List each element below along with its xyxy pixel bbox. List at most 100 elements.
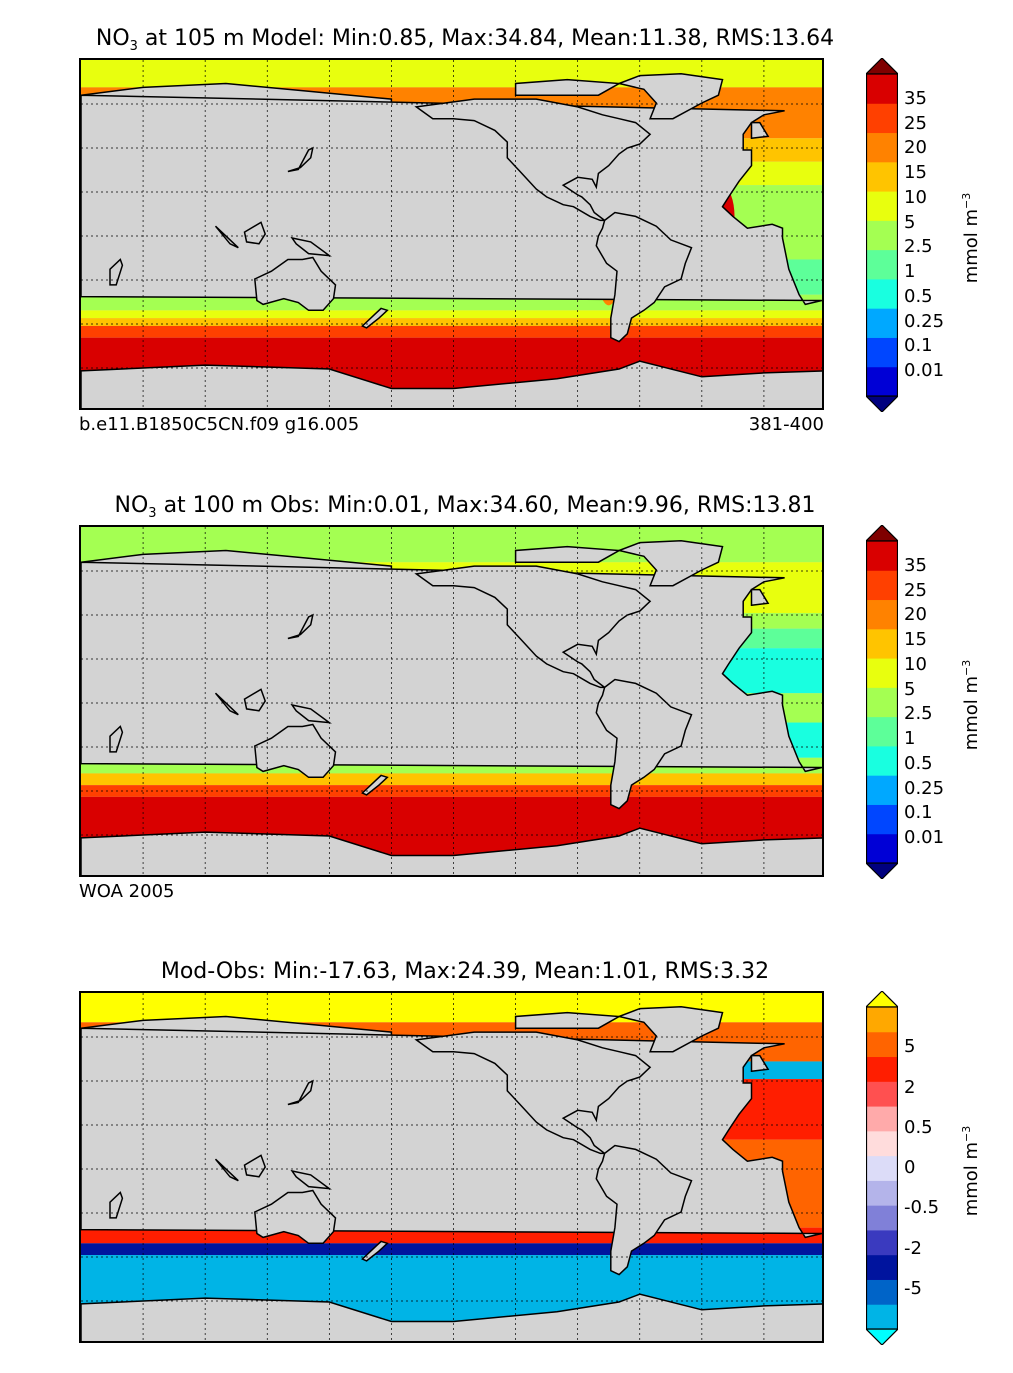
colorbar-tick-label: 35 bbox=[904, 87, 927, 109]
land-mass bbox=[361, 1240, 389, 1262]
land-mass bbox=[290, 236, 332, 257]
land-mass bbox=[361, 774, 389, 796]
land-mass bbox=[81, 360, 822, 408]
colorbar-swatch bbox=[866, 1254, 898, 1280]
colorbar-swatch bbox=[866, 658, 898, 688]
colorbar-swatch bbox=[866, 833, 898, 864]
colorbar-tick-label: 10 bbox=[904, 653, 927, 675]
land-mass bbox=[414, 1031, 652, 1155]
run-label: b.e11.B1850C5CN.f09 g16.005 bbox=[79, 414, 360, 435]
land-mass bbox=[616, 1005, 724, 1053]
land-mass bbox=[81, 94, 822, 306]
land-mass bbox=[514, 78, 622, 96]
colorbar-swatch bbox=[866, 132, 898, 163]
land-mass bbox=[414, 565, 652, 689]
colorbar-tick-label: 25 bbox=[904, 112, 927, 134]
panel-title: NO3 at 105 m Model: Min:0.85, Max:34.84,… bbox=[95, 26, 835, 54]
colorbar-tick-label: 0.01 bbox=[904, 827, 945, 849]
years-label: 381-400 bbox=[748, 414, 824, 435]
land-mass bbox=[361, 307, 389, 329]
colorbar-tick-label: -2 bbox=[904, 1237, 922, 1259]
colorbar-swatch bbox=[866, 1130, 898, 1157]
colorbar-tick-label: 20 bbox=[904, 137, 927, 159]
obs-map bbox=[79, 525, 824, 877]
colorbar-unit-label: mmol m−3 bbox=[960, 659, 982, 751]
colorbar-tick-label: 2.5 bbox=[904, 703, 933, 725]
field-band bbox=[81, 310, 822, 319]
land-mass bbox=[414, 98, 652, 222]
colorbar-tick-label: 2.5 bbox=[904, 236, 933, 258]
colorbar-tick-label: 35 bbox=[904, 554, 927, 576]
colorbar-swatch bbox=[866, 1155, 898, 1181]
land-mass bbox=[595, 678, 693, 810]
colorbar-swatch bbox=[866, 103, 898, 134]
colorbar-swatch bbox=[866, 1304, 898, 1330]
colorbar-swatch bbox=[866, 570, 898, 601]
land-mass bbox=[750, 1054, 770, 1073]
land-mass bbox=[750, 588, 770, 607]
colorbar-swatch bbox=[866, 1229, 898, 1256]
land-mass bbox=[243, 221, 267, 245]
source-label: WOA 2005 bbox=[79, 881, 175, 902]
colorbar-frame bbox=[866, 540, 898, 864]
colorbar-tick-label: 5 bbox=[904, 1036, 916, 1058]
model-map bbox=[79, 58, 824, 410]
land-mass bbox=[290, 703, 332, 724]
field-band bbox=[81, 773, 822, 786]
land-mass bbox=[254, 1189, 337, 1245]
colorbar-swatch bbox=[866, 366, 898, 397]
colorbar-swatch bbox=[866, 716, 898, 747]
colorbar-swatch bbox=[866, 1180, 898, 1206]
land-mass bbox=[81, 1293, 822, 1341]
land-mass bbox=[595, 211, 693, 343]
land-mass bbox=[109, 258, 124, 286]
colorbar-extend-max bbox=[866, 58, 898, 75]
colorbar-tick-label: 10 bbox=[904, 186, 927, 208]
colorbar-swatch bbox=[866, 220, 898, 251]
colorbar-swatch bbox=[866, 745, 898, 776]
colorbar-tick-label: 0.1 bbox=[904, 802, 933, 824]
colorbar-extend-max bbox=[866, 525, 898, 542]
land-mass bbox=[243, 1154, 267, 1178]
colorbar-swatch bbox=[866, 337, 898, 368]
land-mass bbox=[514, 1011, 622, 1029]
colorbar-swatch bbox=[866, 1279, 898, 1305]
colorbar-frame bbox=[866, 1006, 898, 1330]
field-band bbox=[81, 325, 822, 338]
land-mass bbox=[254, 256, 337, 312]
colorbar-tick-label: 0.5 bbox=[904, 1116, 933, 1138]
colorbar-swatch bbox=[866, 628, 898, 659]
land-mass bbox=[214, 225, 239, 249]
colorbar-swatch bbox=[866, 74, 898, 104]
colorbar-tick-label: 0 bbox=[904, 1157, 916, 1178]
land-mass bbox=[616, 72, 724, 120]
land-mass bbox=[595, 1144, 693, 1276]
land-mass bbox=[290, 1169, 332, 1190]
land-mass bbox=[750, 121, 770, 140]
field-band bbox=[81, 1243, 822, 1256]
land-mass bbox=[109, 725, 124, 753]
colorbar-tick-label: 0.25 bbox=[904, 310, 945, 332]
colorbar-tick-label: 20 bbox=[904, 604, 927, 626]
colorbar-tick-label: -5 bbox=[904, 1277, 922, 1299]
colorbar-tick-label: 0.1 bbox=[904, 335, 933, 357]
colorbar-swatch bbox=[866, 1106, 898, 1132]
colorbar-swatch bbox=[866, 161, 898, 192]
colorbar-tick-label: 0.5 bbox=[904, 285, 933, 307]
colorbar-frame bbox=[866, 73, 898, 397]
colorbar-unit-label: mmol m−3 bbox=[960, 1125, 982, 1217]
colorbar-extend-min bbox=[866, 395, 898, 412]
land-mass bbox=[81, 827, 822, 875]
colorbar-swatch bbox=[866, 599, 898, 630]
colorbar-unit-label: mmol m−3 bbox=[960, 192, 982, 284]
land-mass bbox=[243, 688, 267, 712]
land-mass bbox=[514, 545, 622, 563]
land-mass bbox=[214, 1158, 239, 1182]
colorbar-swatch bbox=[866, 541, 898, 571]
colorbar-swatch bbox=[866, 775, 898, 805]
colorbar bbox=[866, 991, 898, 1345]
colorbar-swatch bbox=[866, 1056, 898, 1082]
colorbar-swatch bbox=[866, 1031, 898, 1058]
land-mass bbox=[109, 1191, 124, 1219]
colorbar-tick-label: 5 bbox=[904, 678, 916, 700]
